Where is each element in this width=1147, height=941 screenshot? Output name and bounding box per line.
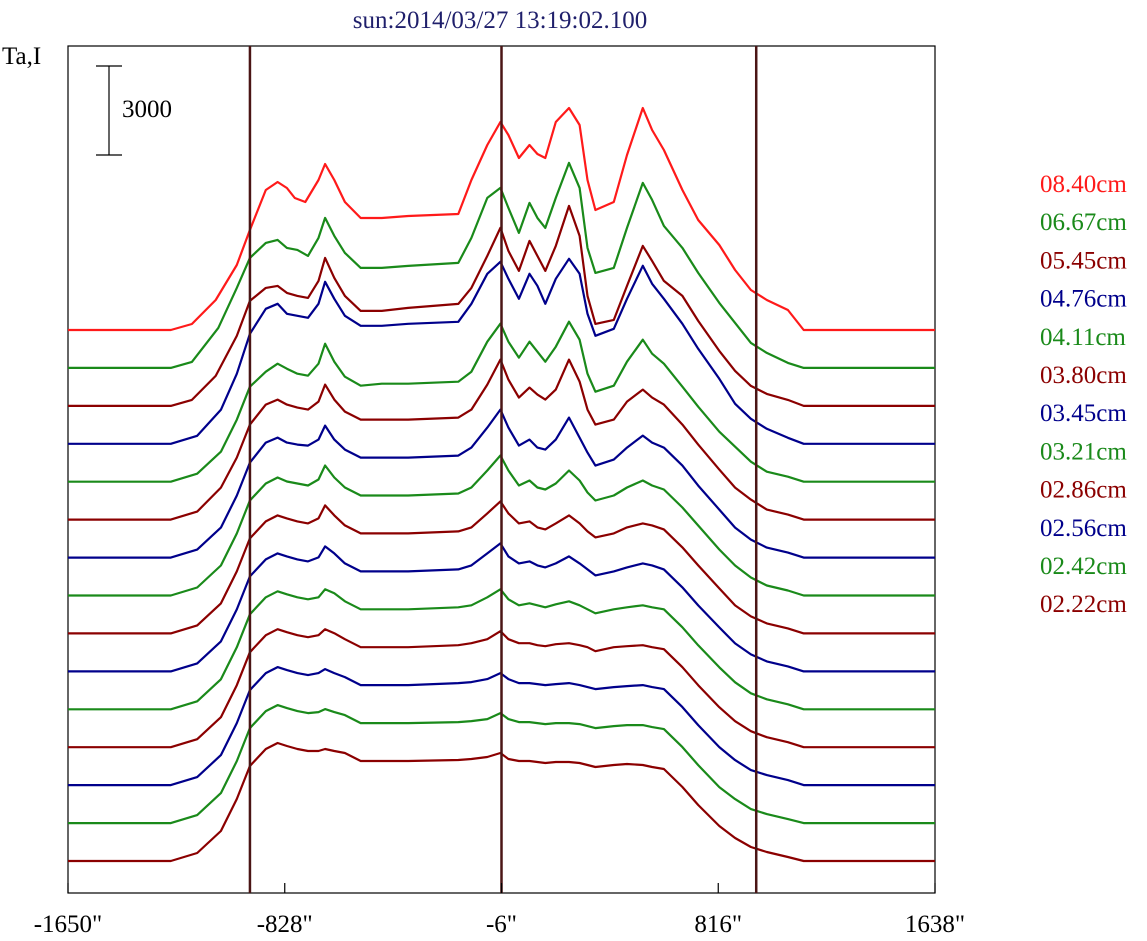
series-line-02-86cm: [68, 500, 935, 635]
series-line-02-42cm: [68, 588, 935, 711]
x-tick-label: -828": [257, 911, 313, 938]
legend-item-02-22cm: 02.22cm: [1040, 591, 1127, 618]
legend-item-05-45cm: 05.45cm: [1040, 247, 1127, 274]
series-line-03-21cm: [68, 454, 935, 597]
x-tick-label: 1638": [905, 911, 965, 938]
legend-item-02-86cm: 02.86cm: [1040, 477, 1127, 504]
vertical-markers: [248, 46, 758, 893]
legend-item-02-56cm: 02.56cm: [1040, 515, 1127, 542]
series-group: [68, 106, 935, 863]
series-line-unlabeled-13: [68, 703, 935, 825]
series-line-08-40cm: [68, 106, 935, 332]
legend: 08.40cm 06.67cm 05.45cm 04.76cm 04.11cm 03.80…: [1040, 171, 1127, 618]
y-axis-label: Ta,I: [2, 43, 41, 70]
legend-item-06-67cm: 06.67cm: [1040, 209, 1127, 236]
scale-bar: 3000: [96, 65, 172, 156]
legend-item-03-45cm: 03.45cm: [1040, 400, 1127, 427]
legend-item-03-21cm: 03.21cm: [1040, 438, 1127, 465]
series-line-06-67cm: [68, 161, 935, 369]
series-line-02-56cm: [68, 542, 935, 673]
legend-item-08-40cm: 08.40cm: [1040, 171, 1127, 198]
series-line-04-76cm: [68, 257, 935, 445]
chart-title: sun:2014/03/27 13:19:02.100: [353, 7, 647, 34]
x-tick-label: 816": [694, 911, 742, 938]
series-line-05-45cm: [68, 204, 935, 407]
x-tick-label: -1650": [34, 911, 103, 938]
series-line-03-80cm: [68, 358, 935, 521]
x-axis: -1650" -828" -6" 816" 1638": [34, 883, 965, 938]
legend-item-02-42cm: 02.42cm: [1040, 553, 1127, 580]
x-tick-label: -6": [486, 911, 517, 938]
scale-bar-label: 3000: [122, 96, 172, 123]
series-line-04-11cm: [68, 320, 935, 483]
series-line-02-22cm: [68, 628, 935, 749]
legend-item-04-11cm: 04.11cm: [1040, 324, 1126, 351]
legend-item-03-80cm: 03.80cm: [1040, 362, 1127, 389]
series-line-03-45cm: [68, 408, 935, 559]
series-line-unlabeled-14: [68, 741, 935, 863]
series-line-unlabeled-12: [68, 665, 935, 787]
legend-item-04-76cm: 04.76cm: [1040, 286, 1127, 313]
